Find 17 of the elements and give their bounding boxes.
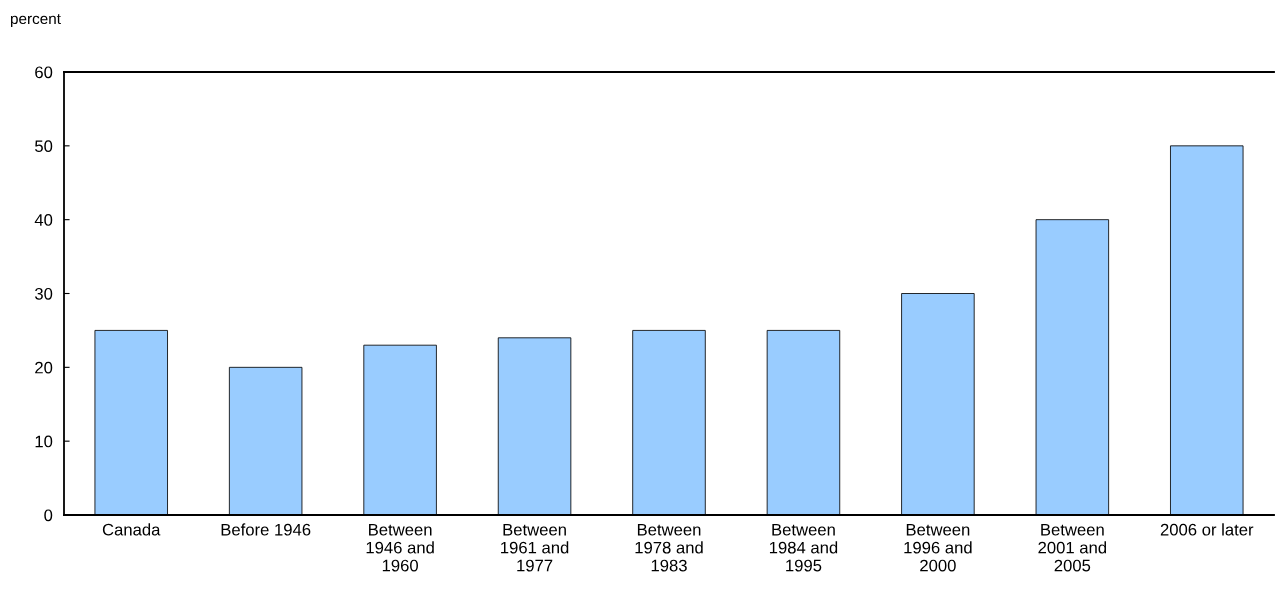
x-tick-label: Between 1996 and 2000 — [904, 523, 972, 572]
x-tick-label: 2006 or later — [1160, 523, 1254, 536]
y-tick-label: 40 — [34, 214, 53, 226]
x-tick-label: Between 1946 and 1960 — [366, 523, 434, 572]
y-tick-label: 60 — [35, 66, 53, 79]
y-tick-label: 0 — [44, 509, 53, 522]
x-tick-label: Before 1946 — [221, 523, 311, 536]
x-tick-label: Between 1961 and 1977 — [501, 523, 569, 572]
x-tick-label: Between 1984 and 1995 — [769, 523, 838, 572]
y-tick-label: 30 — [34, 287, 53, 300]
x-tick-label: Canada — [102, 523, 161, 536]
x-tick-label: Between 2001 and 2005 — [1038, 523, 1107, 572]
y-tick-label: 50 — [35, 140, 53, 153]
y-tick-label: 20 — [35, 361, 53, 374]
y-tick-label: 10 — [35, 435, 53, 448]
y-axis-title: percent — [10, 14, 61, 28]
x-tick-label: Between 1978 and 1983 — [635, 523, 703, 572]
